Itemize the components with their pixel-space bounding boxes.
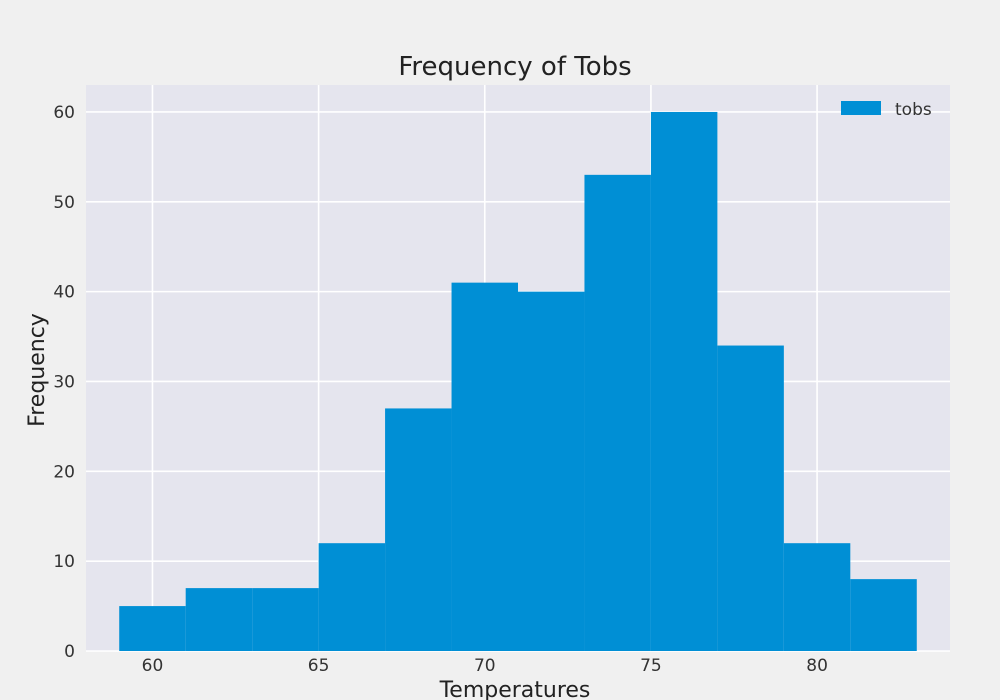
y-tick-label: 60 (53, 103, 75, 123)
histogram-bar (318, 543, 386, 651)
y-tick-label: 20 (53, 462, 75, 482)
histogram-bar (119, 606, 186, 651)
y-tick-label: 40 (53, 283, 75, 303)
legend: tobs (841, 100, 932, 120)
histogram-bar (451, 282, 518, 651)
legend-label-tobs: tobs (895, 100, 932, 120)
x-tick-label: 65 (308, 656, 330, 676)
histogram-bar (252, 588, 319, 651)
legend-swatch-tobs (841, 101, 881, 115)
chart-title: Frequency of Tobs (398, 52, 631, 82)
histogram-bar (584, 174, 651, 652)
x-axis-label: Temperatures (439, 678, 591, 700)
x-axis-ticks: 60 65 70 75 80 (142, 656, 828, 676)
histogram-bar (385, 408, 452, 651)
y-tick-label: 30 (53, 372, 75, 392)
x-tick-label: 75 (640, 656, 662, 676)
histogram-bar (650, 111, 718, 651)
y-tick-label: 10 (53, 552, 75, 572)
histogram-bar (850, 579, 917, 651)
bars (119, 111, 917, 652)
y-tick-label: 0 (64, 642, 75, 662)
x-tick-label: 70 (474, 656, 496, 676)
histogram-bar (518, 291, 585, 651)
y-axis-label: Frequency (25, 313, 50, 427)
x-tick-label: 80 (806, 656, 828, 676)
y-tick-label: 50 (53, 193, 75, 213)
x-tick-label: 60 (142, 656, 164, 676)
histogram-bar (185, 588, 253, 651)
histogram-bar (717, 345, 784, 651)
y-axis-ticks: 0 10 20 30 40 50 60 (53, 103, 75, 662)
histogram-bar (783, 543, 851, 651)
